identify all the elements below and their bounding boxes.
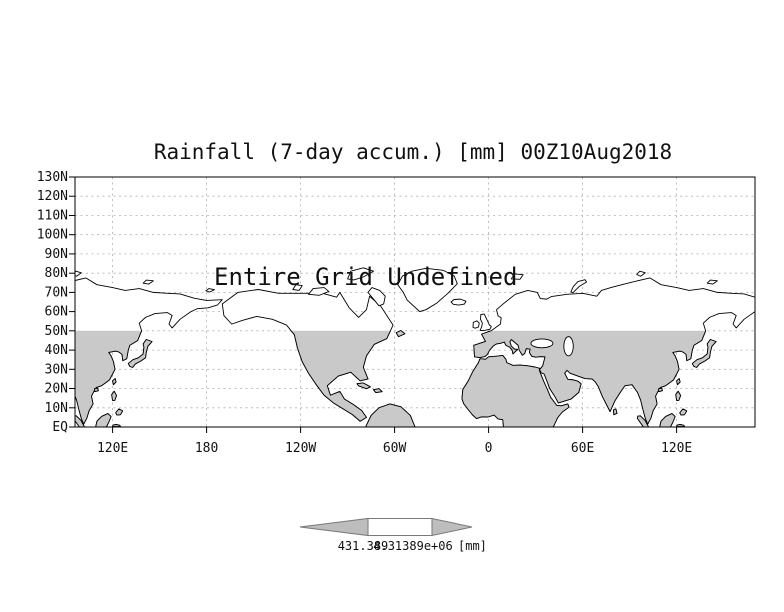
y-tick-label: 40N — [45, 343, 68, 358]
y-tick-label: 100N — [37, 228, 68, 243]
y-tick-label: 70N — [45, 285, 68, 300]
y-tick-label: 110N — [37, 209, 68, 224]
x-axis-labels: 120E 180 120W 60W 0 60E 120E — [97, 441, 692, 456]
chart-title: Rainfall (7-day accum.) [mm] 00Z10Aug201… — [154, 140, 672, 164]
y-axis-ticks — [69, 176, 75, 428]
y-tick-label: 80N — [45, 266, 68, 281]
y-tick-label: 90N — [45, 247, 68, 262]
y-tick-label: 10N — [45, 401, 68, 416]
y-tick-label: EQ — [52, 420, 68, 435]
colorbar: 431.389 4.31389e+06 [mm] — [299, 517, 487, 553]
y-tick-label: 130N — [37, 170, 68, 185]
x-tick-label: 120W — [285, 441, 316, 456]
colorbar-max-label: 4.31389e+06 — [373, 539, 452, 553]
x-axis-ticks — [112, 427, 678, 433]
y-tick-label: 50N — [45, 324, 68, 339]
colorbar-middle-box — [367, 518, 433, 536]
y-tick-label: 60N — [45, 305, 68, 320]
plot-frame — [74, 176, 756, 428]
colorbar-min-label: 431.389 — [338, 539, 389, 553]
colorbar-units-label: [mm] — [458, 539, 487, 553]
y-tick-label: 30N — [45, 362, 68, 377]
x-tick-label: 180 — [195, 441, 218, 456]
x-tick-label: 60W — [383, 441, 407, 456]
x-tick-label: 60E — [571, 441, 594, 456]
y-axis-labels: 130N 120N 110N 100N 90N 80N 70N 60N 50N … — [37, 170, 68, 435]
x-tick-label: 120E — [97, 441, 128, 456]
y-tick-label: 120N — [37, 189, 68, 204]
colorbar-right-arrow — [431, 517, 473, 537]
x-tick-label: 0 — [485, 441, 493, 456]
y-tick-label: 20N — [45, 382, 68, 397]
x-tick-label: 120E — [661, 441, 692, 456]
undefined-grid-message: Entire Grid Undefined — [214, 263, 517, 291]
